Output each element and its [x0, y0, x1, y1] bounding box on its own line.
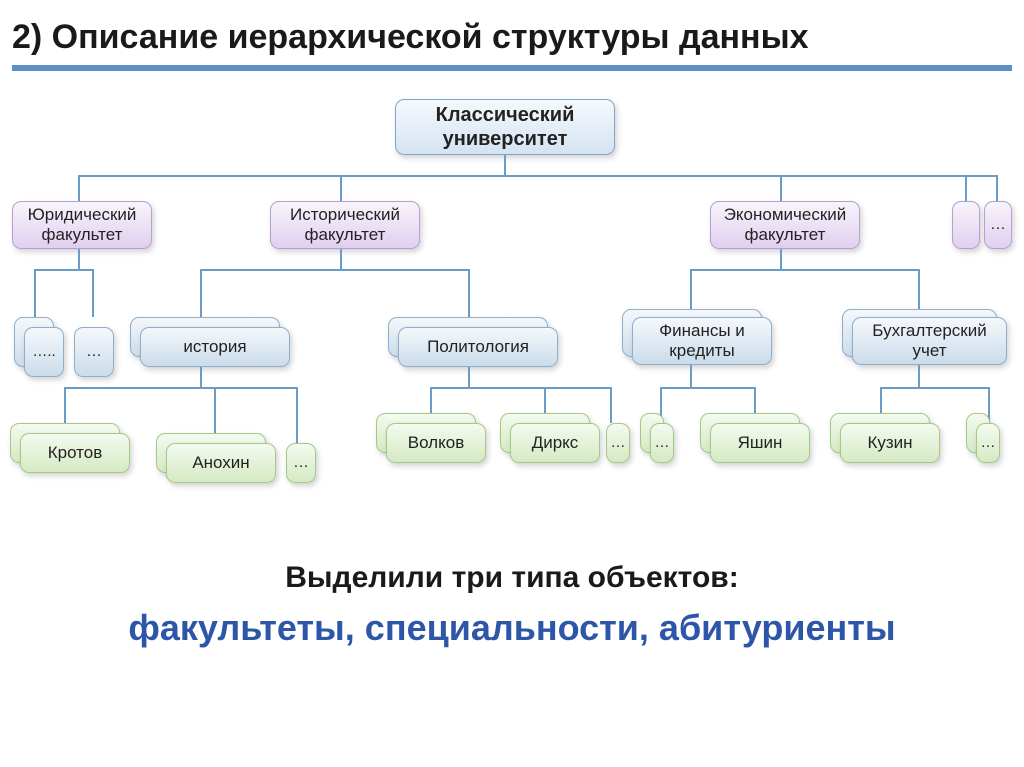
spec-accounting: Бухгалтерский учет: [852, 317, 1007, 365]
hierarchy-diagram: Классический университет Юридический фак…: [0, 81, 1024, 541]
student-finance-more: …: [650, 423, 674, 463]
spec-history: история: [140, 327, 290, 367]
law-spec-more2: …: [74, 327, 114, 377]
student-anokhin: Анохин: [166, 443, 276, 483]
law-spec-more1: …..: [24, 327, 64, 377]
footer-line1: Выделили три типа объектов:: [0, 561, 1024, 595]
student-krotov: Кротов: [20, 433, 130, 473]
faculty-law: Юридический факультет: [12, 201, 152, 249]
student-kuzin: Кузин: [840, 423, 940, 463]
student-yashin: Яшин: [710, 423, 810, 463]
student-polit-more: …: [606, 423, 630, 463]
page-title: 2) Описание иерархической структуры данн…: [0, 0, 1024, 65]
spec-finance: Финансы и кредиты: [632, 317, 772, 365]
student-hist-more: …: [286, 443, 316, 483]
spec-polit: Политология: [398, 327, 558, 367]
faculty-econ: Экономический факультет: [710, 201, 860, 249]
footer-line2: факультеты, специальности, абитуриенты: [0, 605, 1024, 650]
faculty-more-shadow: [952, 201, 980, 249]
footer-block: Выделили три типа объектов: факультеты, …: [0, 541, 1024, 650]
title-divider: [12, 65, 1012, 71]
student-volkov: Волков: [386, 423, 486, 463]
root-node: Классический университет: [395, 99, 615, 155]
faculty-more: …: [984, 201, 1012, 249]
student-dirks: Диркс: [510, 423, 600, 463]
faculty-history: Исторический факультет: [270, 201, 420, 249]
student-acc-more: …: [976, 423, 1000, 463]
